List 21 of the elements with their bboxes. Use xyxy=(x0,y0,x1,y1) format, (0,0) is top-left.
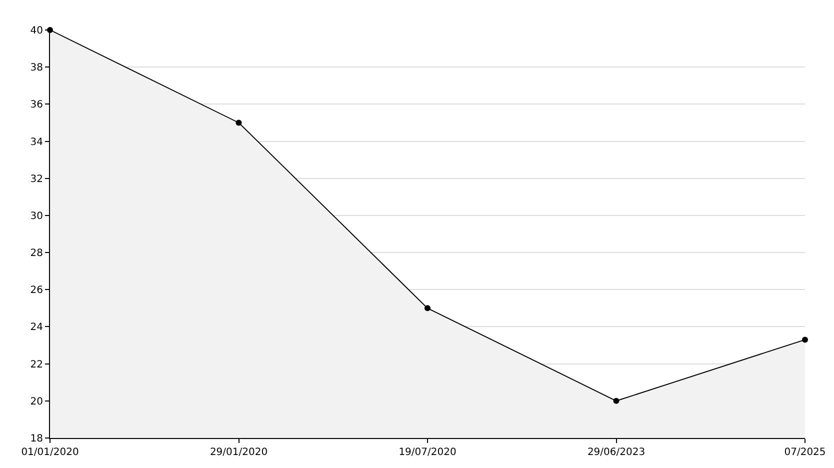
y-tick-label: 32 xyxy=(30,174,43,185)
x-tick-label: 29/01/2020 xyxy=(210,447,268,458)
y-tick-label: 34 xyxy=(30,136,43,148)
y-tick-label: 30 xyxy=(30,210,43,222)
x-tick-label: 01/01/2020 xyxy=(21,447,79,458)
point xyxy=(424,305,430,312)
x-tick-label: 07/2025 xyxy=(784,447,826,458)
y-tick-label: 22 xyxy=(30,359,43,370)
y-tick-label: 36 xyxy=(30,100,43,111)
x-tick-label: 19/07/2020 xyxy=(398,447,456,458)
y-tick-label: 28 xyxy=(30,248,43,260)
point xyxy=(236,120,242,126)
point xyxy=(802,336,808,343)
y-tick-label: 24 xyxy=(30,322,43,334)
y-tick-label: 18 xyxy=(30,434,43,444)
y-tick-label: 40 xyxy=(30,26,43,36)
y-tick-label: 38 xyxy=(30,62,43,74)
y-tick-label: 20 xyxy=(30,396,43,408)
point xyxy=(613,398,620,404)
y-tick-label: 26 xyxy=(30,285,43,296)
x-tick-label: 29/06/2023 xyxy=(587,447,646,458)
